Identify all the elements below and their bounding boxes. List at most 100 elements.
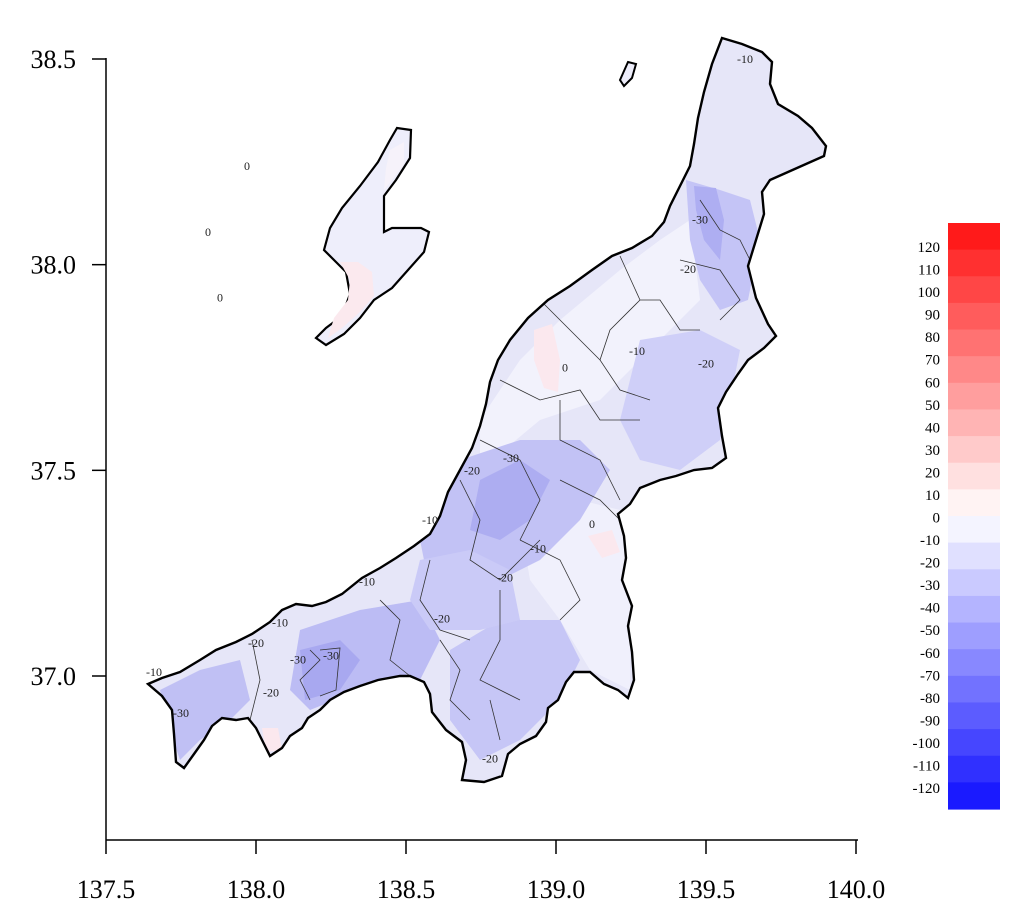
boundary-line: [379, 599, 411, 677]
colorbar-segment: [948, 223, 1000, 251]
colorbar-segment: [948, 569, 1000, 597]
contour-label: -20: [680, 262, 696, 276]
colorbar-segment: [948, 516, 1000, 544]
colorbar-segment: [948, 649, 1000, 677]
colorbar-segment: [948, 302, 1000, 331]
boundary-line: [249, 639, 261, 721]
contour-label: -30: [173, 706, 189, 720]
contour-label: -30: [503, 451, 519, 465]
x-tick-label: 139.5: [677, 875, 736, 904]
contour-label: 0: [562, 361, 568, 375]
awashima-islet: [618, 60, 638, 88]
y-tick-label: 38.5: [31, 45, 77, 74]
colorbar-segment: [948, 755, 1000, 783]
colorbar-segment: [948, 409, 1000, 437]
colorbar-segment: [948, 782, 1000, 810]
east-cold-band: [620, 330, 740, 470]
contour-label: 0: [205, 225, 211, 239]
contour-label: -10: [629, 344, 645, 358]
sado-island: [314, 126, 431, 347]
colorbar-label: 20: [925, 465, 940, 481]
contour-label: -30: [323, 649, 339, 663]
colorbar-label: 70: [925, 353, 940, 369]
colorbar-label: -90: [920, 713, 940, 729]
colorbar-label: 0: [933, 511, 941, 527]
boundary-line: [299, 649, 321, 701]
contour-label: -20: [698, 357, 714, 371]
contour-label: -20: [497, 570, 513, 584]
colorbar-segment: [948, 675, 1000, 704]
colorbar-label: 40: [925, 420, 940, 436]
x-axis-ticks: 137.5 138.0 138.5 139.0 139.5 140.0: [77, 840, 885, 904]
colorbar-label: -80: [920, 691, 940, 707]
colorbar-segment: [948, 595, 1000, 624]
sado-warm-patch: [328, 262, 374, 338]
y-tick-label: 37.0: [31, 662, 77, 691]
colorbar-label: 10: [925, 488, 940, 504]
y-axis-ticks: 37.0 37.5 38.0 38.5: [31, 45, 106, 691]
warm-patch-center: [534, 324, 560, 392]
contour-label: -10: [530, 542, 546, 556]
colorbar-label: -50: [920, 623, 940, 639]
contour-labels: -10 0 0 0 -30 -20 -10 -20 0 -30 -20 -10 0 -10 -20 -10 -2…: [146, 52, 753, 765]
colorbar-label: -30: [920, 578, 940, 594]
colorbar-segment: [948, 329, 1000, 357]
boundary-line: [619, 255, 700, 331]
colorbar-segment: [948, 489, 1000, 517]
colorbar-label: 80: [925, 330, 940, 346]
colorbar-label: 60: [925, 375, 940, 391]
boundary-line: [499, 379, 640, 421]
colorbar-segment: [948, 542, 1000, 570]
colorbar-label: -20: [920, 556, 940, 572]
colorbar-label: -40: [920, 601, 940, 617]
contour-label: -20: [464, 463, 480, 477]
y-tick-label: 37.5: [31, 456, 77, 485]
colorbar-label: 120: [918, 240, 941, 256]
colorbar-segment: [948, 249, 1000, 277]
sado-island-shape: [314, 126, 431, 347]
colorbar-segment: [948, 462, 1000, 490]
north-cold-core: [694, 186, 724, 260]
contour-label: -10: [359, 575, 375, 589]
colorbar-label: 90: [925, 308, 940, 324]
boundary-line: [479, 439, 541, 541]
colorbar-segment: [948, 276, 1000, 304]
boundary-line: [559, 479, 621, 521]
contour-label: -10: [272, 616, 288, 630]
colorbar-label: -60: [920, 646, 940, 662]
boundary-line: [699, 199, 751, 261]
boundary-line: [419, 559, 471, 641]
warm-patch-east: [588, 530, 620, 558]
south-cold-band: [450, 620, 580, 760]
contour-label: -30: [692, 213, 708, 227]
x-tick-label: 138.0: [227, 875, 286, 904]
colorbar-label: -100: [913, 736, 941, 752]
colorbar-label: -70: [920, 668, 940, 684]
municipal-boundaries: [249, 199, 751, 741]
x-tick-label: 139.0: [527, 875, 586, 904]
colorbar: 1201101009080706050403020100-10-20-30-40…: [913, 223, 1000, 810]
contour-label: -20: [482, 751, 498, 765]
boundary-line: [679, 259, 741, 321]
contour-label: -30: [290, 653, 306, 667]
x-tick-label: 138.5: [377, 875, 436, 904]
colorbar-segment: [948, 702, 1000, 730]
boundary-line: [439, 639, 471, 721]
axes: [105, 58, 858, 841]
colorbar-label: -120: [913, 781, 941, 797]
colorbar-segment: [948, 622, 1000, 650]
x-tick-label: 137.5: [77, 875, 136, 904]
contour-label: -10: [146, 665, 162, 679]
contour-label: -20: [248, 636, 264, 650]
contour-label: 0: [217, 291, 223, 305]
boundary-line: [559, 400, 621, 501]
boundary-line: [519, 539, 581, 621]
colorbar-label: 110: [918, 263, 940, 279]
contour-label: -10: [737, 52, 753, 66]
boundary-line: [459, 479, 541, 581]
colorbar-label: -10: [920, 533, 940, 549]
y-tick-label: 38.0: [31, 251, 77, 280]
colorbar-segment: [948, 729, 1000, 757]
colorbar-label: 50: [925, 398, 940, 414]
